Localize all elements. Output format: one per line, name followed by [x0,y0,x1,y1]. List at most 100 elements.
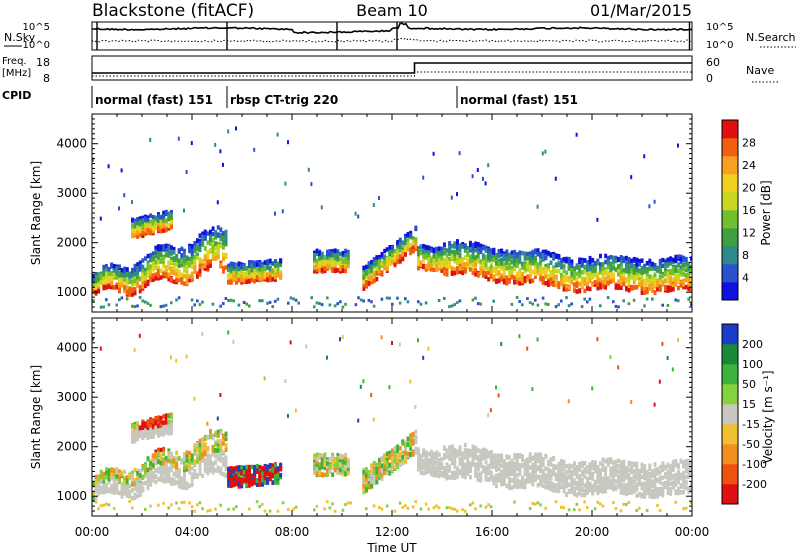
heat-cell [606,296,610,300]
heat-cell [458,245,462,251]
heat-cell [175,272,179,277]
heat-cell [606,280,610,286]
heat-cell [180,259,184,264]
heat-cell [318,465,322,471]
heat-cell [560,260,563,265]
heat-cell [404,235,407,241]
heat-cell [604,282,608,288]
heat-cell [505,281,509,286]
heat-cell [175,468,179,474]
heat-cell [370,300,373,304]
heat-cell [682,262,686,267]
heat-cell [232,273,236,279]
heat-cell [185,467,189,472]
heat-cell [219,243,223,249]
heat-cell [588,272,592,277]
heat-cell [614,304,618,308]
heat-cell [526,265,530,271]
heat-cell [201,237,205,243]
heat-cell [274,480,277,485]
heat-cell [505,256,509,261]
heat-cell [266,471,270,476]
heat-cell [201,444,205,449]
nsearch-tick-top: 10^5 [706,22,733,33]
heat-cell [167,469,171,474]
heat-cell [372,272,376,277]
heat-cell [450,249,454,255]
heat-cell [593,280,597,285]
heat-cell [170,215,173,221]
heat-cell [144,464,147,469]
heat-cell [378,254,381,260]
heat-cell [209,259,212,264]
heat-cell [214,432,218,438]
heat-cell [201,458,205,463]
heat-cell [149,219,153,225]
heat-cell [391,254,394,260]
heat-cell [138,333,141,338]
heat-cell [523,268,527,274]
heat-cell [437,473,441,479]
heat-cell [596,271,600,276]
heat-cell [453,267,457,272]
heat-cell [175,275,179,280]
heat-cell [645,268,649,274]
heat-cell [151,427,155,433]
heat-cell [586,277,589,282]
heat-cell [640,286,644,292]
heat-cell [196,244,199,250]
heat-cell [528,268,532,274]
heat-cell [271,272,275,277]
heat-cell [120,275,124,281]
heat-cell [627,280,631,285]
heat-cell [383,264,387,269]
heat-cell [138,425,142,431]
heat-cell [424,450,428,455]
heat-cell [612,274,615,279]
heat-cell [690,267,692,273]
heat-cell [167,455,171,461]
heat-cell [635,264,639,269]
heat-cell [664,266,667,272]
heat-cell [133,228,137,234]
heat-cell [528,259,532,264]
heat-cell [133,223,137,228]
heat-cell [567,265,571,270]
heat-cell [458,299,462,303]
heat-cell [448,264,452,269]
heat-cell [448,452,452,457]
heat-cell [328,506,332,510]
heat-cell [578,257,582,262]
heat-cell [549,253,553,258]
heat-cell [344,259,348,264]
heat-cell [404,459,407,464]
heat-cell [245,480,249,485]
heat-cell [362,484,366,489]
heat-cell [105,467,108,473]
heat-cell [372,304,376,308]
heat-cell [131,279,134,284]
heat-cell [274,273,277,279]
heat-cell [154,449,158,454]
heat-cell [437,246,441,251]
heat-cell [144,271,147,276]
heat-cell [263,260,267,265]
heat-cell [146,215,150,220]
heat-cell [625,265,628,270]
heat-cell [539,254,543,259]
heat-cell [315,471,319,477]
colorbar-tick-label: 4 [742,272,749,285]
heat-cell [656,279,660,284]
heat-cell [362,470,366,475]
heat-cell [502,253,506,259]
heat-cell [593,260,597,266]
heat-cell [177,263,181,269]
heat-cell [372,461,376,466]
heat-cell [409,442,413,448]
heat-cell [138,483,142,488]
heat-cell [497,270,501,275]
heat-cell [427,466,431,471]
heat-cell [443,452,446,458]
heat-cell [133,481,137,486]
heat-cell [474,247,478,252]
